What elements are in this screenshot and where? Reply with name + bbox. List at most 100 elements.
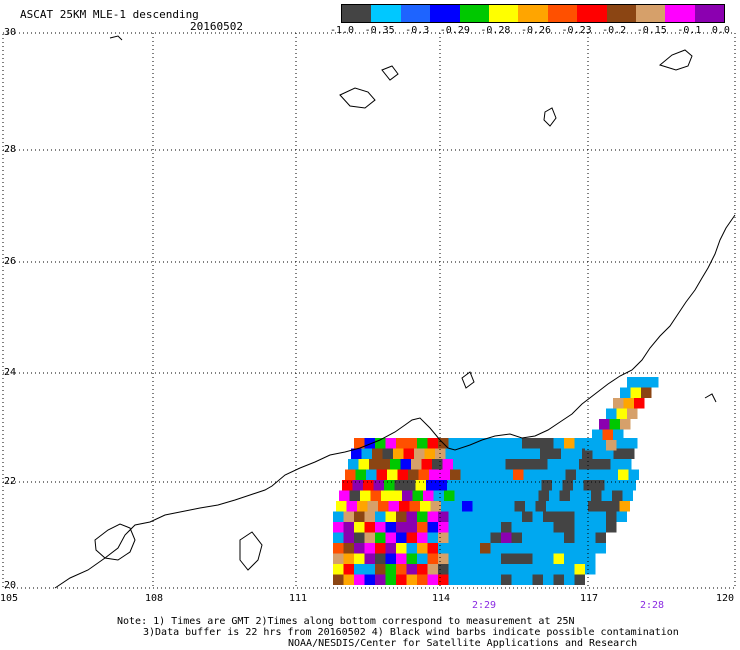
data-cell: [606, 522, 617, 533]
data-cell: [453, 459, 464, 470]
data-cell: [417, 553, 428, 564]
data-cell: [394, 480, 405, 491]
data-cell: [406, 438, 417, 449]
colorbar-label: -0.28: [480, 25, 511, 36]
data-cell: [511, 543, 522, 554]
data-cell: [333, 553, 344, 564]
data-cell: [406, 553, 417, 564]
data-cell: [637, 377, 648, 388]
data-cell: [384, 480, 395, 491]
data-cell: [364, 532, 375, 543]
data-cell: [573, 480, 584, 491]
data-cell: [460, 469, 471, 480]
data-cell: [543, 553, 554, 564]
data-cell: [595, 440, 606, 451]
data-cell: [607, 469, 618, 480]
data-cell: [442, 459, 453, 470]
data-cell: [451, 501, 462, 512]
data-cell: [543, 543, 554, 554]
data-cell: [406, 543, 417, 554]
data-cell: [354, 511, 365, 522]
data-cell: [532, 438, 543, 449]
data-cell: [570, 490, 581, 501]
data-cell: [592, 448, 603, 459]
data-cell: [373, 480, 384, 491]
data-cell: [388, 501, 399, 512]
data-cell: [620, 387, 631, 398]
data-cell: [528, 490, 539, 501]
data-cell: [501, 553, 512, 564]
data-cell: [336, 501, 347, 512]
data-cell: [600, 459, 611, 470]
data-cell: [588, 501, 599, 512]
lat-label-22: 22: [4, 476, 17, 487]
data-cell: [574, 438, 585, 449]
data-cell: [459, 574, 470, 585]
data-cell: [364, 564, 375, 575]
data-cell: [549, 490, 560, 501]
data-cell: [364, 522, 375, 533]
data-cell: [603, 448, 614, 459]
data-cell: [427, 522, 438, 533]
data-cell: [352, 480, 363, 491]
data-cell: [618, 469, 629, 480]
data-cell: [565, 469, 576, 480]
data-cell: [613, 429, 624, 440]
data-cell: [375, 553, 386, 564]
data-cell: [564, 543, 575, 554]
data-cell: [354, 522, 365, 533]
data-cell: [510, 480, 521, 491]
data-cell: [547, 459, 558, 470]
data-cell: [531, 480, 542, 491]
lon-label-114: 114: [432, 593, 451, 604]
data-cell: [438, 532, 449, 543]
data-cell: [448, 511, 459, 522]
data-cell: [507, 490, 518, 501]
data-cell: [450, 469, 461, 480]
data-cell: [354, 574, 365, 585]
data-cell: [511, 511, 522, 522]
data-cell: [427, 553, 438, 564]
data-cell: [393, 448, 404, 459]
data-cell: [489, 480, 500, 491]
data-cell: [612, 490, 623, 501]
data-cell: [379, 459, 390, 470]
data-cell: [595, 511, 606, 522]
data-cell: [490, 522, 501, 533]
data-cell: [406, 511, 417, 522]
data-cell: [345, 469, 356, 480]
data-cell: [627, 377, 638, 388]
data-cell: [445, 448, 456, 459]
data-cell: [438, 564, 449, 575]
data-cell: [594, 480, 605, 491]
data-cell: [616, 408, 627, 419]
data-cell: [385, 532, 396, 543]
data-cell: [556, 501, 567, 512]
data-cell: [576, 469, 587, 480]
data-cell: [490, 564, 501, 575]
data-cell: [516, 459, 527, 470]
data-cell: [574, 564, 585, 575]
data-cell: [342, 480, 353, 491]
data-cell: [385, 438, 396, 449]
data-cell: [385, 574, 396, 585]
data-cell: [591, 490, 602, 501]
data-cell: [519, 448, 530, 459]
data-cell: [483, 501, 494, 512]
data-cell: [364, 553, 375, 564]
data-cell: [406, 564, 417, 575]
data-cell: [436, 480, 447, 491]
data-cell: [459, 564, 470, 575]
data-cell: [385, 553, 396, 564]
data-cell: [466, 448, 477, 459]
data-cell: [427, 574, 438, 585]
data-cell: [400, 459, 411, 470]
lon-label-105: 105: [0, 593, 19, 604]
data-cell: [448, 543, 459, 554]
data-cell: [406, 574, 417, 585]
data-cell: [349, 490, 360, 501]
data-cell: [429, 469, 440, 480]
data-cell: [376, 469, 387, 480]
data-cell: [595, 543, 606, 554]
data-cell: [469, 511, 480, 522]
